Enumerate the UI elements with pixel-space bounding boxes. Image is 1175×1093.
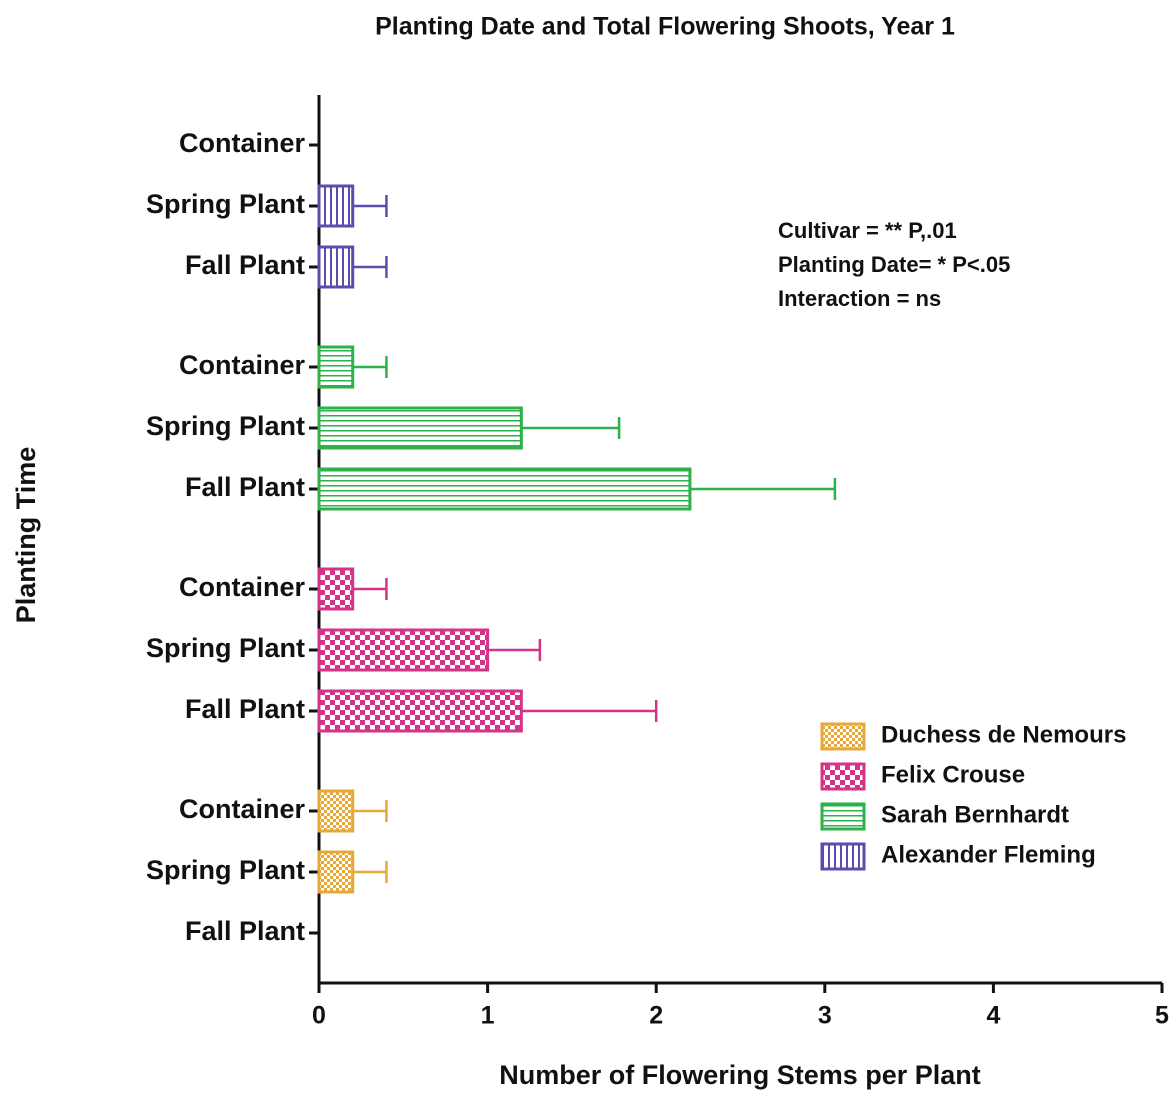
- y-tick-label: Container: [179, 128, 306, 158]
- y-tick-label: Spring Plant: [146, 855, 305, 885]
- bar: [317, 628, 490, 672]
- legend-label: Alexander Fleming: [881, 841, 1096, 868]
- chart-title: Planting Date and Total Flowering Shoots…: [375, 13, 955, 41]
- error-bar: [352, 256, 388, 278]
- error-bar: [352, 195, 388, 217]
- bar: [317, 406, 523, 450]
- annotation: Planting Date= * P<.05: [778, 252, 1010, 277]
- bar: [317, 184, 355, 228]
- error-bar: [521, 700, 658, 722]
- annotation: Interaction = ns: [778, 286, 941, 311]
- y-tick-label: Spring Plant: [146, 411, 305, 441]
- y-axis-label: Planting Time: [11, 447, 41, 624]
- legend-label: Felix Crouse: [881, 761, 1025, 788]
- error-bar: [521, 417, 621, 439]
- bar: [317, 567, 355, 611]
- error-bar: [689, 478, 837, 500]
- error-bar: [352, 356, 388, 378]
- error-bar: [352, 800, 388, 822]
- legend-swatch: [820, 802, 866, 831]
- legend-label: Duchess de Nemours: [881, 721, 1126, 748]
- y-tick-label: Fall Plant: [185, 250, 305, 280]
- x-tick-label: 2: [649, 1002, 663, 1030]
- error-bar: [487, 639, 542, 661]
- y-tick-label: Fall Plant: [185, 916, 305, 946]
- bar: [317, 789, 355, 833]
- y-tick-label: Fall Plant: [185, 694, 305, 724]
- y-tick-label: Container: [179, 794, 306, 824]
- x-axis-label: Number of Flowering Stems per Plant: [499, 1060, 981, 1090]
- bar: [317, 850, 355, 894]
- y-tick-label: Container: [179, 572, 306, 602]
- bar: [317, 245, 355, 289]
- y-tick-label: Spring Plant: [146, 633, 305, 663]
- y-tick-label: Spring Plant: [146, 189, 305, 219]
- bar: [317, 467, 692, 511]
- x-tick-label: 0: [312, 1002, 326, 1030]
- legend-swatch: [820, 842, 866, 871]
- error-bar: [352, 861, 388, 883]
- x-tick-label: 1: [481, 1002, 495, 1030]
- annotation: Cultivar = ** P,.01: [778, 218, 957, 243]
- error-bar: [352, 578, 388, 600]
- x-tick-label: 4: [986, 1002, 1000, 1030]
- bar: [317, 689, 523, 733]
- y-tick-label: Container: [179, 350, 306, 380]
- y-tick-label: Fall Plant: [185, 472, 305, 502]
- bar: [317, 345, 355, 389]
- legend-label: Sarah Bernhardt: [881, 801, 1069, 828]
- legend-swatch: [820, 722, 866, 751]
- x-tick-label: 3: [818, 1002, 832, 1030]
- x-tick-label: 5: [1155, 1002, 1169, 1030]
- legend-swatch: [820, 762, 866, 791]
